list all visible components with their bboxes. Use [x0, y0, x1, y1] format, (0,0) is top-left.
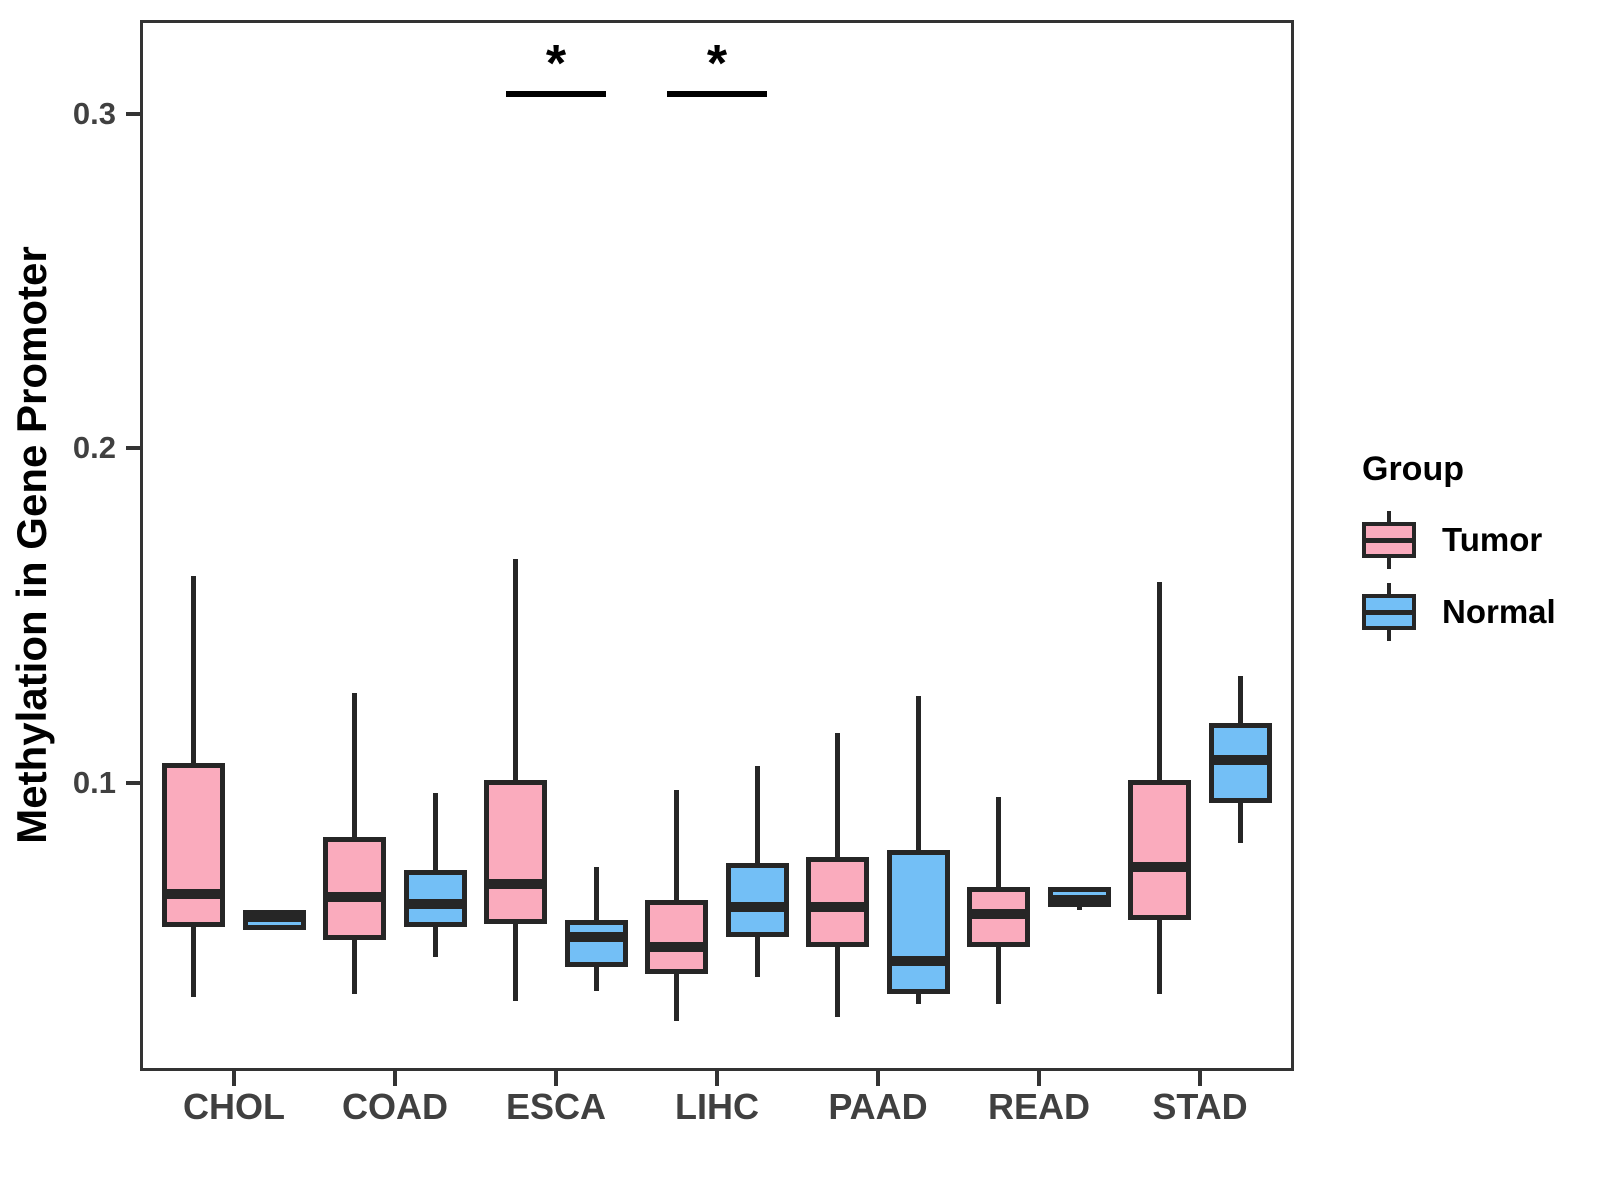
median-CHOL-Tumor [167, 888, 220, 899]
x-tick-label-CHOL: CHOL [183, 1086, 285, 1127]
legend-title: Group [1362, 450, 1464, 488]
legend-key-tumor-icon [1362, 511, 1416, 569]
y-tick-mark-0.3 [126, 111, 140, 116]
sig-bar-LIHC [667, 90, 767, 97]
whisker-ESCA-Tumor [513, 558, 518, 1001]
median-LIHC-Normal [731, 901, 784, 912]
x-tick-label-LIHC: LIHC [675, 1086, 759, 1127]
box-COAD-Tumor [323, 836, 386, 941]
legend: Group Tumor Normal [1362, 450, 1556, 655]
x-tick-mark-CHOL [232, 1071, 236, 1086]
whisker-PAAD-Normal [916, 696, 921, 1005]
x-tick-label-PAAD: PAAD [828, 1086, 928, 1127]
box-LIHC-Normal [726, 863, 789, 938]
x-tick-label-COAD: COAD [342, 1086, 448, 1127]
box-COAD-Normal [404, 870, 467, 928]
box-ESCA-Tumor [484, 779, 547, 924]
x-tick-label-ESCA: ESCA [505, 1086, 607, 1127]
x-tick-mark-READ [1037, 1071, 1041, 1086]
median-PAAD-Normal [892, 955, 945, 966]
legend-label-normal: Normal [1442, 593, 1556, 630]
median-ESCA-Tumor [489, 878, 542, 889]
median-STAD-Normal [1214, 754, 1267, 765]
median-LIHC-Tumor [650, 942, 703, 953]
legend-entry-normal: Normal [1362, 583, 1556, 641]
sig-star-ESCA: * [545, 34, 567, 93]
y-tick-mark-0.1 [126, 781, 140, 786]
median-ESCA-Normal [570, 932, 623, 943]
median-COAD-Normal [409, 898, 462, 909]
x-tick-mark-COAD [393, 1071, 397, 1086]
median-CHOL-Normal [248, 912, 301, 923]
x-tick-mark-STAD [1198, 1071, 1202, 1086]
box-CHOL-Tumor [162, 763, 225, 928]
box-PAAD-Tumor [806, 856, 869, 948]
x-tick-mark-ESCA [554, 1071, 558, 1086]
legend-entry-tumor: Tumor [1362, 511, 1556, 569]
median-COAD-Tumor [328, 891, 381, 902]
median-READ-Tumor [972, 908, 1025, 919]
box-ESCA-Normal [565, 920, 628, 968]
y-tick-label-0.1: 0.1 [72, 765, 116, 801]
legend-key-median [1366, 610, 1412, 615]
legend-key-median [1366, 538, 1412, 543]
legend-label-tumor: Tumor [1442, 521, 1543, 558]
box-LIHC-Tumor [645, 900, 708, 974]
median-STAD-Tumor [1133, 861, 1186, 872]
box-STAD-Tumor [1128, 779, 1191, 921]
median-PAAD-Tumor [811, 901, 864, 912]
x-tick-label-READ: READ [987, 1086, 1090, 1127]
legend-entries: Tumor Normal [1362, 511, 1556, 641]
x-tick-label-STAD: STAD [1152, 1086, 1248, 1127]
x-tick-mark-PAAD [876, 1071, 880, 1086]
y-tick-label-0.3: 0.3 [72, 95, 116, 131]
x-tick-mark-LIHC [715, 1071, 719, 1086]
y-axis-title: Methylation in Gene Promoter [8, 246, 55, 844]
plot-panel [140, 20, 1294, 1071]
legend-key-normal-icon [1362, 583, 1416, 641]
sig-star-LIHC: * [706, 34, 728, 93]
y-tick-mark-0.2 [126, 446, 140, 451]
box-PAAD-Normal [887, 850, 950, 994]
median-READ-Normal [1053, 895, 1106, 906]
y-tick-label-0.2: 0.2 [72, 430, 116, 466]
sig-bar-ESCA [506, 90, 606, 97]
